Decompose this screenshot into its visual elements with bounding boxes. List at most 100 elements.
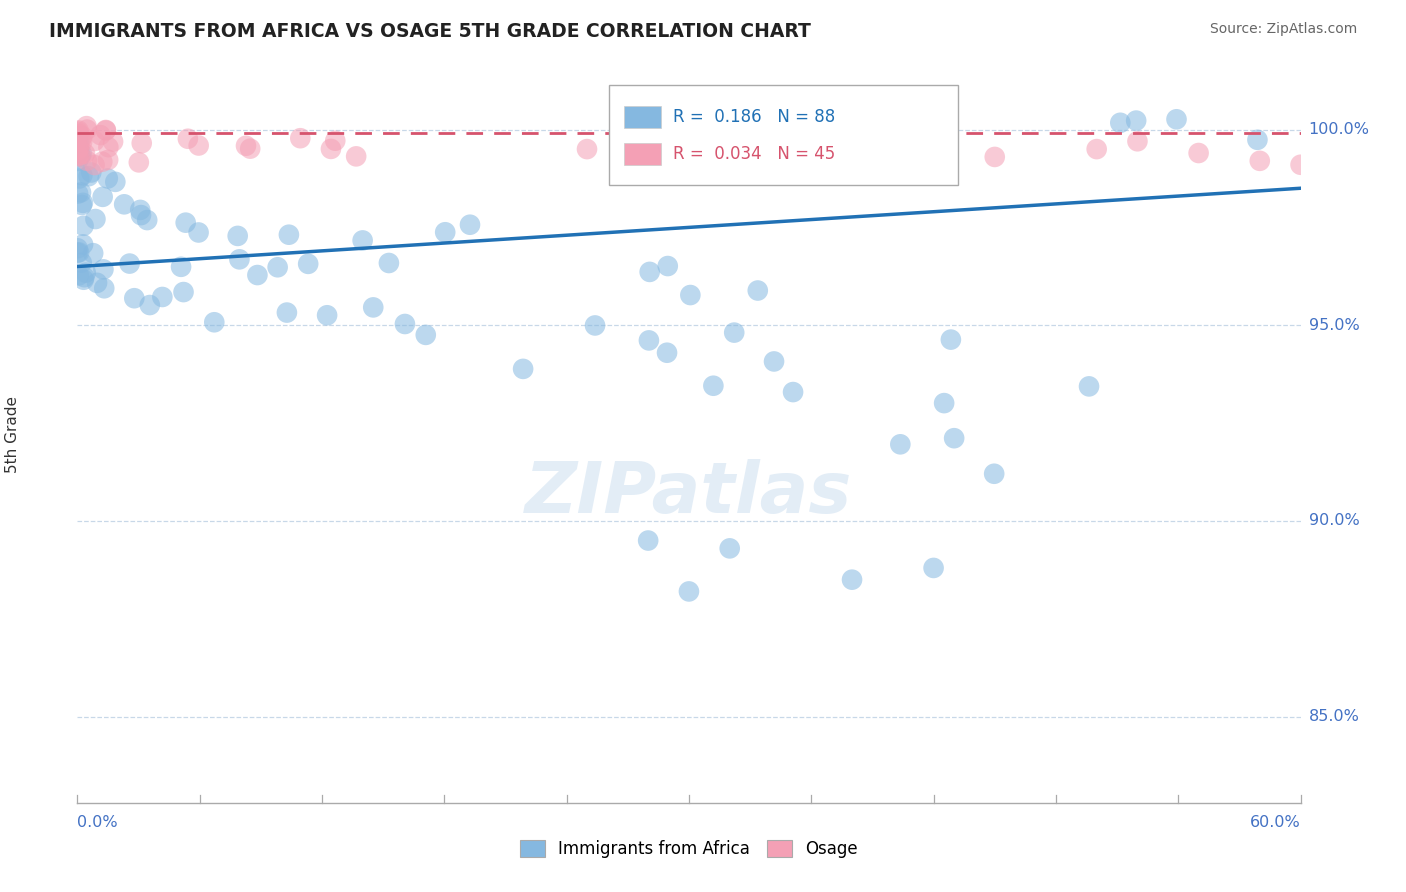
Point bbox=[1109, 116, 1132, 130]
Point bbox=[1246, 133, 1268, 147]
Point bbox=[67, 135, 90, 149]
Point bbox=[66, 143, 89, 157]
Point bbox=[637, 533, 659, 548]
Point bbox=[782, 385, 804, 400]
Point bbox=[723, 326, 745, 340]
Point bbox=[228, 252, 250, 267]
Point bbox=[67, 141, 90, 155]
Text: ZIPatlas: ZIPatlas bbox=[526, 459, 852, 528]
Point bbox=[1187, 146, 1209, 161]
Point bbox=[73, 146, 96, 161]
Point bbox=[779, 153, 801, 168]
Point bbox=[67, 245, 90, 260]
Point bbox=[97, 171, 120, 186]
Point bbox=[173, 285, 195, 299]
Point bbox=[512, 362, 534, 376]
Point bbox=[72, 273, 94, 287]
Point bbox=[983, 467, 1005, 481]
Point bbox=[91, 190, 114, 204]
Point bbox=[94, 123, 117, 137]
Point bbox=[69, 134, 91, 148]
Point bbox=[76, 122, 98, 136]
Point bbox=[131, 136, 153, 150]
Point bbox=[297, 257, 319, 271]
Point bbox=[922, 561, 945, 575]
Point bbox=[1330, 150, 1353, 164]
Text: 0.0%: 0.0% bbox=[77, 814, 118, 830]
Point bbox=[70, 135, 93, 149]
Point bbox=[177, 132, 200, 146]
Point bbox=[638, 334, 661, 348]
Point bbox=[70, 146, 93, 161]
Point bbox=[657, 259, 679, 273]
Point bbox=[67, 171, 90, 186]
Point bbox=[67, 148, 90, 162]
Point bbox=[576, 142, 599, 156]
Point bbox=[77, 169, 100, 184]
Point bbox=[378, 256, 401, 270]
Point bbox=[1078, 379, 1101, 393]
Point bbox=[174, 216, 197, 230]
Point bbox=[93, 262, 115, 277]
Text: 60.0%: 60.0% bbox=[1250, 814, 1301, 830]
Point bbox=[66, 129, 89, 144]
Point bbox=[458, 218, 481, 232]
Point bbox=[67, 186, 90, 201]
Point bbox=[72, 237, 94, 252]
Point bbox=[69, 147, 91, 161]
Point bbox=[124, 291, 146, 305]
Point bbox=[226, 228, 249, 243]
Point bbox=[67, 123, 90, 137]
Point bbox=[66, 241, 89, 255]
Bar bbox=[624, 143, 661, 165]
Point bbox=[246, 268, 269, 282]
Point bbox=[67, 268, 90, 283]
Point bbox=[70, 198, 93, 212]
Point bbox=[136, 213, 159, 227]
Point bbox=[943, 431, 966, 445]
Point bbox=[128, 155, 150, 169]
Point bbox=[415, 327, 437, 342]
Point bbox=[89, 128, 111, 142]
Point bbox=[276, 305, 298, 319]
Point bbox=[277, 227, 299, 242]
Point bbox=[1289, 158, 1312, 172]
Point bbox=[1249, 153, 1271, 168]
Point bbox=[747, 284, 769, 298]
Point bbox=[638, 265, 661, 279]
Point bbox=[73, 270, 96, 285]
Point bbox=[67, 127, 90, 141]
Legend: Immigrants from Africa, Osage: Immigrants from Africa, Osage bbox=[513, 833, 865, 864]
Point bbox=[66, 125, 89, 139]
Point bbox=[112, 197, 135, 211]
Point bbox=[72, 195, 94, 210]
Point bbox=[83, 158, 105, 172]
Text: 100.0%: 100.0% bbox=[1309, 122, 1369, 137]
Point bbox=[80, 165, 103, 179]
Point bbox=[361, 301, 384, 315]
Point bbox=[1166, 112, 1188, 127]
Point bbox=[86, 276, 108, 290]
Point bbox=[344, 149, 367, 163]
Point bbox=[101, 135, 124, 149]
Point bbox=[129, 208, 152, 222]
Point bbox=[139, 298, 162, 312]
Point bbox=[984, 150, 1007, 164]
Point bbox=[91, 154, 114, 169]
Point bbox=[1126, 134, 1149, 148]
FancyBboxPatch shape bbox=[609, 86, 957, 185]
Point bbox=[72, 219, 94, 233]
Point bbox=[316, 308, 339, 322]
Point bbox=[235, 138, 257, 153]
Point bbox=[763, 354, 786, 368]
Text: R =  0.186   N = 88: R = 0.186 N = 88 bbox=[673, 108, 835, 126]
Point bbox=[72, 169, 94, 183]
Point bbox=[104, 175, 127, 189]
Point bbox=[97, 153, 120, 167]
Point bbox=[82, 246, 104, 260]
Point bbox=[187, 226, 209, 240]
Text: 90.0%: 90.0% bbox=[1309, 514, 1360, 528]
Text: 85.0%: 85.0% bbox=[1309, 709, 1360, 724]
Point bbox=[323, 134, 346, 148]
Text: IMMIGRANTS FROM AFRICA VS OSAGE 5TH GRADE CORRELATION CHART: IMMIGRANTS FROM AFRICA VS OSAGE 5TH GRAD… bbox=[49, 22, 811, 41]
